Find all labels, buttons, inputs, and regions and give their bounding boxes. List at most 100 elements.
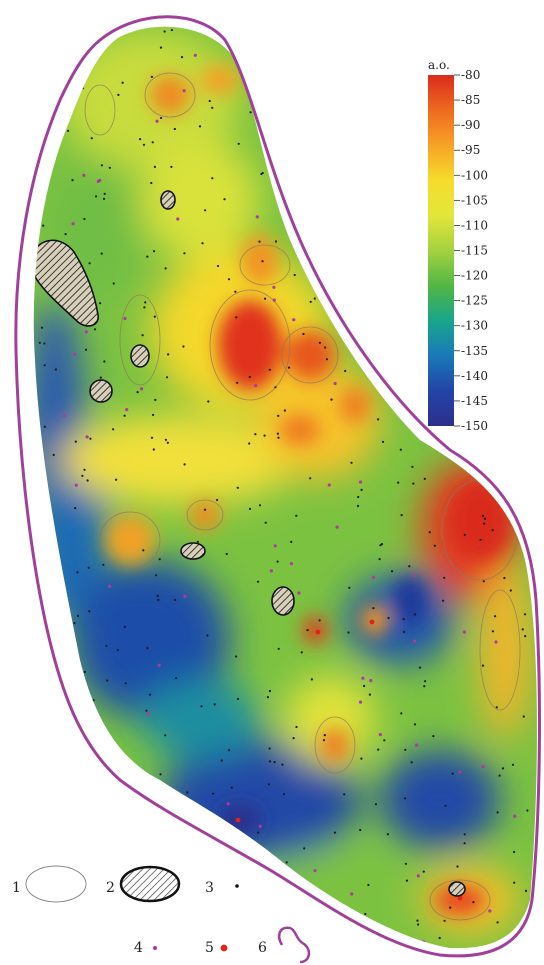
black-point xyxy=(236,381,239,384)
black-point xyxy=(68,837,71,840)
black-point xyxy=(365,84,368,87)
black-point xyxy=(43,522,46,526)
legend-hatched-ellipse xyxy=(119,865,181,903)
black-point xyxy=(216,264,220,268)
black-point xyxy=(498,774,501,777)
legend-number-2: 2 xyxy=(106,880,115,896)
legend-red-dot xyxy=(220,944,228,952)
purple-point xyxy=(140,387,144,391)
purple-point xyxy=(358,700,363,704)
purple-point xyxy=(418,85,422,89)
black-point xyxy=(421,285,424,288)
black-point xyxy=(323,91,326,94)
black-point xyxy=(510,245,513,248)
black-point xyxy=(359,828,362,832)
purple-point xyxy=(258,824,262,829)
black-point xyxy=(156,594,159,598)
black-point xyxy=(90,828,94,831)
black-point xyxy=(285,861,288,864)
black-point xyxy=(513,850,516,854)
purple-point xyxy=(378,733,382,737)
black-point xyxy=(368,280,371,283)
colorbar-unit: a.o. xyxy=(428,58,450,72)
colorbar-tick-label: -115 xyxy=(461,244,488,258)
black-point xyxy=(416,919,419,922)
black-point xyxy=(515,105,518,108)
black-point xyxy=(158,558,161,561)
purple-point xyxy=(273,544,277,548)
red-point xyxy=(369,619,375,625)
black-point xyxy=(183,252,186,255)
black-point xyxy=(495,706,498,709)
black-point xyxy=(523,613,527,616)
purple-point xyxy=(272,285,276,289)
black-point xyxy=(503,308,506,311)
legend: 1 2 3 4 5 6 xyxy=(12,865,267,956)
black-point xyxy=(51,89,55,92)
black-point xyxy=(483,517,487,520)
black-point xyxy=(164,438,167,441)
black-point xyxy=(264,521,267,524)
black-point xyxy=(159,46,163,49)
black-point xyxy=(322,739,326,742)
black-point xyxy=(124,682,127,685)
black-point xyxy=(83,670,86,674)
black-point xyxy=(258,882,261,886)
purple-point xyxy=(361,676,365,680)
color-scale: a.o. -80 -85 -90 -95 -100 -105 -110 -115 -120 -12… xyxy=(428,58,488,433)
black-point xyxy=(442,599,445,602)
black-point xyxy=(30,216,32,218)
black-point xyxy=(282,793,286,796)
black-point xyxy=(160,838,163,841)
black-point xyxy=(277,436,280,439)
black-point xyxy=(273,162,276,165)
black-point xyxy=(283,409,286,412)
black-point xyxy=(152,413,155,416)
black-point xyxy=(74,440,77,443)
black-point xyxy=(374,151,377,154)
purple-point xyxy=(358,480,363,484)
black-point xyxy=(239,863,242,866)
black-point xyxy=(150,75,153,78)
black-point xyxy=(428,531,431,534)
black-point xyxy=(117,93,120,96)
black-point xyxy=(493,382,496,385)
black-point xyxy=(220,759,223,762)
legend-number-1: 1 xyxy=(12,880,21,896)
purple-point xyxy=(335,525,339,529)
black-point xyxy=(402,618,405,621)
black-point xyxy=(108,166,111,169)
black-point xyxy=(250,840,254,843)
black-point xyxy=(348,586,351,589)
black-point xyxy=(293,273,296,277)
black-point xyxy=(274,386,277,389)
black-point xyxy=(401,187,404,190)
black-point xyxy=(277,414,280,417)
hatched-zone xyxy=(180,542,206,560)
black-point xyxy=(100,252,103,255)
black-point xyxy=(206,634,209,637)
black-point xyxy=(95,780,98,783)
colorbar-tick-label: -145 xyxy=(461,394,488,408)
black-point xyxy=(151,141,154,144)
black-point xyxy=(443,576,446,579)
black-point xyxy=(166,441,169,444)
boundary-fragment xyxy=(278,926,311,964)
black-point xyxy=(379,544,382,547)
black-point xyxy=(89,437,92,440)
black-point xyxy=(76,703,79,706)
black-point xyxy=(73,622,76,625)
black-point xyxy=(521,628,524,631)
black-point xyxy=(235,316,238,319)
black-point xyxy=(170,28,173,32)
black-point xyxy=(367,883,370,887)
black-point xyxy=(198,125,202,128)
black-point xyxy=(494,59,497,63)
black-point xyxy=(254,433,257,436)
black-point xyxy=(223,198,226,201)
black-point xyxy=(213,703,216,706)
black-point xyxy=(43,425,47,428)
purple-point xyxy=(297,591,301,595)
purple-point xyxy=(146,712,150,716)
black-point xyxy=(424,680,427,683)
